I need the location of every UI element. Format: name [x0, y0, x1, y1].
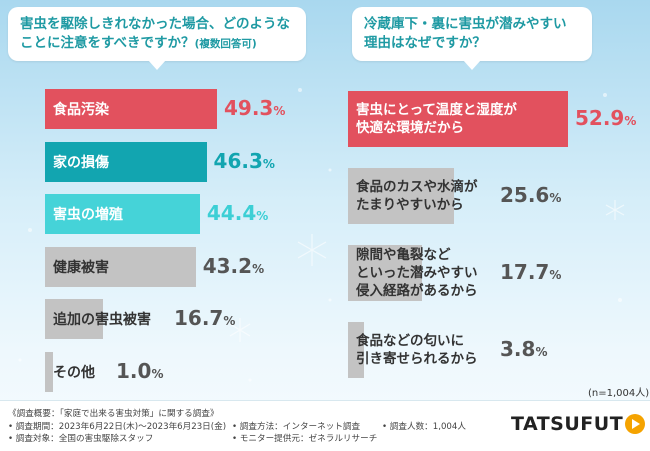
chart1-category-label-2: 隙間や亀裂など といった潜みやすい 侵入経路があるから	[356, 247, 478, 299]
left-question-line1: 害虫を駆除しきれなかった場合、どのような	[20, 16, 290, 32]
play-circle-icon	[625, 414, 646, 434]
right-question-line2: 理由はなぜですか？	[364, 35, 486, 51]
chart0-bar-4: 追加の害虫被害	[45, 299, 151, 339]
survey-provider: • モニター提供元：ゼネラルリサーチ	[232, 434, 378, 444]
chart0-category-label-4: 追加の害虫被害	[53, 312, 151, 328]
chart1-category-label-1: 食品のカスや水滴が たまりやすいから	[356, 179, 478, 213]
chart1-value-label-0: 52.9%	[575, 106, 637, 130]
logo-text-a: TATSU	[511, 413, 581, 435]
left-question-note: (複数回答可)	[194, 38, 257, 50]
chart0-category-label-0: 食品汚染	[53, 102, 109, 118]
left-question-box: 害虫を駆除しきれなかった場合、どのような ことに注意をすべきですか？(複数回答可…	[8, 7, 306, 70]
chart0-category-label-2: 害虫の増殖	[53, 207, 123, 223]
chart1-value-label-2: 17.7%	[500, 260, 562, 284]
chart1-value-label-3: 3.8%	[500, 337, 548, 361]
survey-count: • 調査人数：1,004人	[382, 422, 466, 432]
right-question-line1: 冷蔵庫下・裏に害虫が潜みやすい	[364, 16, 567, 32]
logo-text-b: FUT	[580, 413, 624, 435]
left-question-line2: ことに注意をすべきですか？	[20, 35, 195, 51]
chart0-value-label-5: 1.0%	[116, 358, 164, 383]
left-question-text: 害虫を駆除しきれなかった場合、どのような ことに注意をすべきですか？(複数回答可…	[20, 15, 298, 54]
chart0-value-label-0: 49.3%	[224, 96, 286, 120]
chart0-category-label-1: 家の損傷	[53, 154, 109, 171]
survey-title: 《調査概要：「家庭で出来る害虫対策」に関する調査》	[8, 409, 219, 419]
chart0-bar-2: 害虫の増殖	[45, 194, 200, 234]
chart0-bar-0: 食品汚染	[45, 89, 217, 129]
chart0-bar-5: その他	[45, 351, 95, 392]
chart0-category-label-5: その他	[53, 364, 95, 381]
chart1-bar-0: 害虫にとって温度と湿度が 快適な環境だから	[348, 91, 568, 147]
chart0-value-label-4: 16.7%	[174, 306, 236, 330]
survey-method: • 調査方法：インターネット調査	[232, 422, 361, 432]
tatsufuto-logo: TATSU FUT	[511, 413, 646, 435]
chart0-value-label-2: 44.4%	[206, 201, 269, 225]
chart1-bar-3: 食品などの匂いに 引き寄せられるから	[348, 322, 478, 378]
chart0-value-label-3: 43.2%	[202, 253, 265, 278]
chart0-bar-3: 健康被害	[45, 246, 196, 287]
chart0-bar-1: 家の損傷	[45, 141, 207, 182]
survey-target: • 調査対象：全国の害虫駆除スタッフ	[8, 434, 154, 444]
right-question-box: 冷蔵庫下・裏に害虫が潜みやすい 理由はなぜですか？	[352, 7, 592, 70]
sample-size-note: (n=1,004人)	[588, 388, 650, 399]
chart1-bar-1: 食品のカスや水滴が たまりやすいから	[348, 168, 478, 224]
chart0-value-label-1: 46.3%	[213, 148, 275, 173]
survey-period: • 調査期間：2023年6月22日(木)〜2023年6月23日(金)	[8, 422, 227, 432]
chart1-category-label-0: 害虫にとって温度と湿度が 快適な環境だから	[356, 102, 517, 136]
right-question-text: 冷蔵庫下・裏に害虫が潜みやすい 理由はなぜですか？	[364, 15, 584, 53]
survey-footer: 《調査概要：「家庭で出来る害虫対策」に関する調査》 • 調査期間：2023年6月…	[0, 400, 650, 451]
chart1-value-label-1: 25.6%	[500, 183, 562, 207]
chart1-category-label-3: 食品などの匂いに 引き寄せられるから	[356, 333, 478, 367]
chart1-bar-2: 隙間や亀裂など といった潜みやすい 侵入経路があるから	[348, 245, 478, 301]
chart0-category-label-3: 健康被害	[53, 259, 109, 276]
